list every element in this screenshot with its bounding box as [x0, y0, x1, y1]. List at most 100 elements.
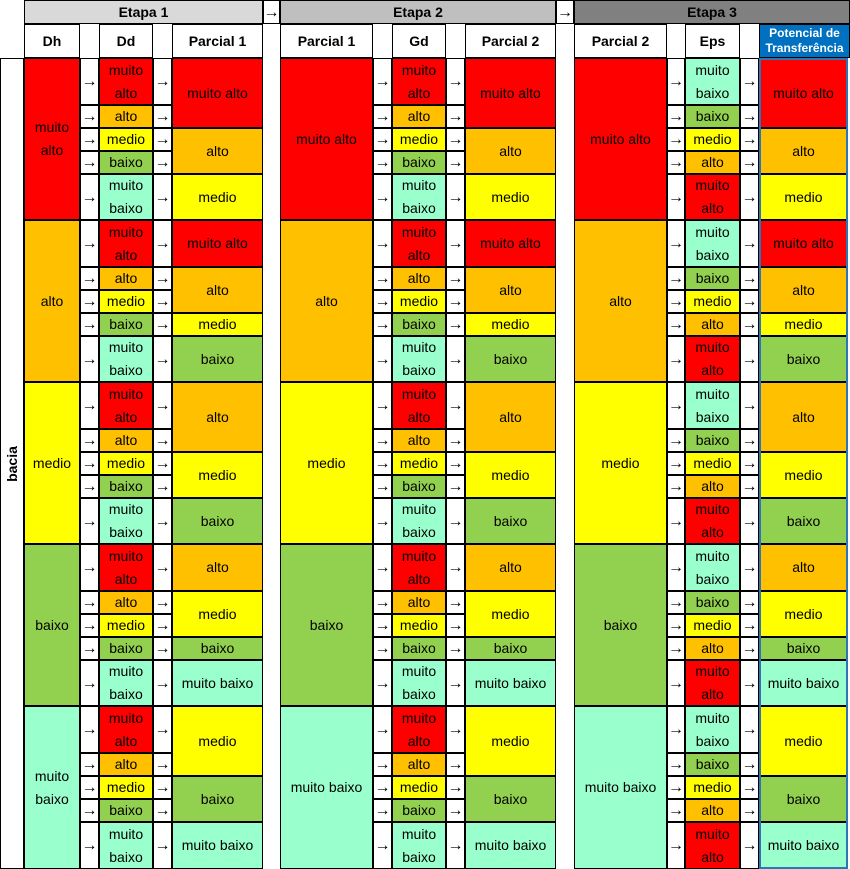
arrow-p2-eps: → — [667, 128, 685, 151]
arrow-gd-p2: → — [446, 544, 465, 591]
arrow-gd-p2: → — [446, 105, 465, 128]
arrow-dd-p1: → — [153, 475, 172, 498]
arrow-dh-dd: → — [80, 637, 99, 660]
dd-cell: muito baixo — [99, 498, 153, 544]
eps-cell: baixo — [685, 267, 740, 290]
arrow-gd-p2: → — [446, 267, 465, 290]
eps-cell: muito baixo — [685, 706, 740, 753]
arrow-dh-dd: → — [80, 614, 99, 637]
dd-cell: alto — [99, 429, 153, 452]
eps-cell: baixo — [685, 753, 740, 776]
gd-cell: muito baixo — [392, 498, 446, 544]
gd-cell: muito alto — [392, 220, 446, 267]
dh-cell: alto — [24, 220, 80, 382]
stage-2-header: Etapa 2 — [280, 0, 556, 24]
arrow-dd-p1: → — [153, 660, 172, 706]
dd-cell: muito alto — [99, 382, 153, 429]
arrow-dh-dd: → — [80, 660, 99, 706]
arrow-dd-p1: → — [153, 799, 172, 822]
arrow-dh-dd: → — [80, 706, 99, 753]
arrow-dh-dd: → — [80, 382, 99, 429]
arrow-eps-pt: → — [740, 429, 759, 452]
arrow-gd-p2: → — [446, 382, 465, 429]
arrow-eps-pt: → — [740, 591, 759, 614]
arrow-gd-p2: → — [446, 452, 465, 475]
arrow-dd-p1: → — [153, 614, 172, 637]
eps-cell: baixo — [685, 429, 740, 452]
arrow-p2-eps: → — [667, 706, 685, 753]
gd-cell: baixo — [392, 475, 446, 498]
gd-cell: muito baixo — [392, 336, 446, 382]
arrow-p1-gd: → — [373, 591, 392, 614]
potencial-cell: medio — [759, 313, 848, 336]
parcial1-cell: baixo — [172, 637, 263, 660]
arrow-dh-dd: → — [80, 151, 99, 174]
potencial-cell: baixo — [759, 776, 848, 822]
eps-cell: muito baixo — [685, 544, 740, 591]
arrow-dd-p1: → — [153, 290, 172, 313]
gd-cell: medio — [392, 614, 446, 637]
arrow-dh-dd: → — [80, 452, 99, 475]
dd-cell: baixo — [99, 151, 153, 174]
potencial-cell: muito alto — [759, 58, 848, 128]
col-header-parcial2-a: Parcial 2 — [465, 24, 556, 58]
arrow-gd-p2: → — [446, 128, 465, 151]
dd-cell: muito baixo — [99, 660, 153, 706]
eps-cell: medio — [685, 290, 740, 313]
row-label-text: bacia — [4, 445, 20, 482]
stage-3-header: Etapa 3 — [574, 0, 850, 24]
arrow-eps-pt: → — [740, 544, 759, 591]
eps-cell: medio — [685, 452, 740, 475]
arrow-eps-pt: → — [740, 452, 759, 475]
arrow-eps-pt: → — [740, 58, 759, 105]
col-header-parcial1-a: Parcial 1 — [172, 24, 263, 58]
eps-cell: muito baixo — [685, 382, 740, 429]
gd-cell: baixo — [392, 313, 446, 336]
parcial1-cell: muito baixo — [172, 660, 263, 706]
arrow-p1-gd: → — [373, 105, 392, 128]
arrow-p2-eps: → — [667, 105, 685, 128]
col-header-gd: Gd — [392, 24, 446, 58]
arrow-dd-p1: → — [153, 151, 172, 174]
arrow-p2-eps: → — [667, 544, 685, 591]
parcial2-cell: baixo — [465, 498, 556, 544]
parcial2-cell: muito baixo — [465, 822, 556, 869]
arrow-dh-dd: → — [80, 105, 99, 128]
arrow-eps-pt: → — [740, 475, 759, 498]
arrow-p1-gd: → — [373, 267, 392, 290]
parcial1-cell: baixo — [172, 498, 263, 544]
dd-cell: alto — [99, 753, 153, 776]
arrow-p1-gd: → — [373, 290, 392, 313]
eps-cell: muito alto — [685, 336, 740, 382]
potencial-cell: medio — [759, 591, 848, 637]
arrow-p1-gd: → — [373, 776, 392, 799]
arrow-p2-eps: → — [667, 614, 685, 637]
col-header-eps: Eps — [685, 24, 740, 58]
gd-cell: alto — [392, 591, 446, 614]
gd-cell: alto — [392, 105, 446, 128]
arrow-dh-dd: → — [80, 591, 99, 614]
arrow-p2-eps: → — [667, 799, 685, 822]
eps-cell: muito alto — [685, 174, 740, 220]
arrow-gd-p2: → — [446, 174, 465, 220]
parcial2-cell: medio — [465, 591, 556, 637]
parcial2-cell: baixo — [465, 637, 556, 660]
arrow-gd-p2: → — [446, 660, 465, 706]
potencial-cell: alto — [759, 267, 848, 313]
parcial1-cell: medio — [172, 706, 263, 776]
parcial2-input-cell: medio — [574, 382, 667, 544]
gd-cell: baixo — [392, 151, 446, 174]
eps-cell: muito baixo — [685, 58, 740, 105]
arrow-p2-eps: → — [667, 336, 685, 382]
arrow-gd-p2: → — [446, 822, 465, 869]
parcial2-cell: baixo — [465, 336, 556, 382]
parcial1-cell: alto — [172, 382, 263, 452]
arrow-p1-gd: → — [373, 637, 392, 660]
col-header-dh: Dh — [24, 24, 80, 58]
col-header-dd: Dd — [99, 24, 153, 58]
gd-cell: alto — [392, 267, 446, 290]
gd-cell: medio — [392, 452, 446, 475]
parcial1-cell: muito alto — [172, 58, 263, 128]
arrow-p2-eps: → — [667, 475, 685, 498]
arrow-gd-p2: → — [446, 591, 465, 614]
